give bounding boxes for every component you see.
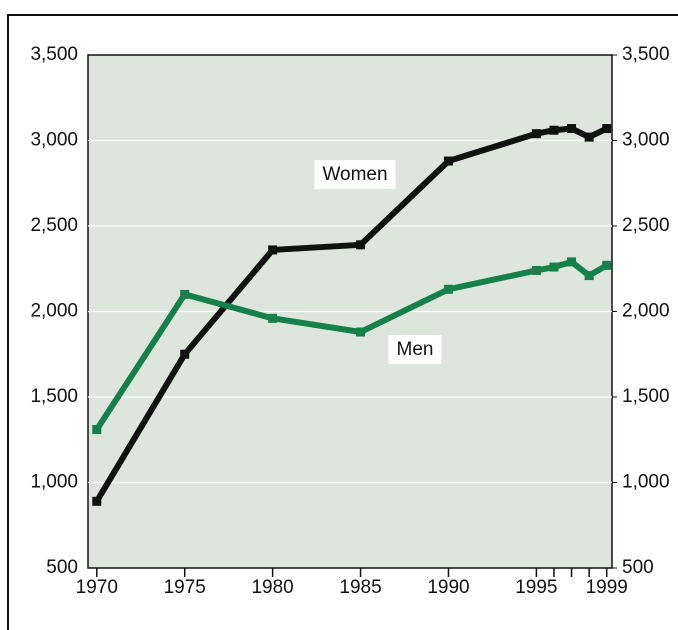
point-marker (356, 240, 366, 250)
point-marker (92, 496, 102, 506)
x-tick-label: 1980 (251, 577, 293, 598)
point-marker (584, 132, 594, 142)
y-tick-label: 2,500 (30, 215, 78, 236)
series-label: Men (397, 339, 434, 360)
point-marker (584, 271, 594, 281)
point-marker (268, 245, 278, 255)
x-tick-label: 1985 (339, 577, 381, 598)
y2-tick-label: 500 (622, 557, 654, 578)
point-marker (443, 284, 453, 294)
frame (7, 14, 678, 630)
y-tick-label: 500 (46, 557, 78, 578)
series-line (94, 125, 609, 503)
y-tick-label: 3,000 (30, 130, 78, 151)
point-marker (531, 265, 541, 275)
series-label: Women (322, 164, 387, 185)
point-marker (549, 262, 559, 272)
point-marker (602, 124, 612, 134)
point-marker (549, 125, 559, 135)
point-marker (443, 156, 453, 166)
point-marker (567, 124, 577, 134)
y2-tick-label: 1,000 (622, 472, 670, 493)
label-box (388, 335, 442, 365)
point-marker (180, 349, 190, 359)
point-marker (531, 129, 541, 139)
y-tick-label: 1,000 (30, 472, 78, 493)
y2-tick-label: 2,000 (622, 301, 670, 322)
point-marker (180, 289, 190, 299)
y2-tick-label: 3,500 (622, 44, 670, 65)
y-tick-label: 3,500 (30, 44, 78, 65)
y-tick-label: 2,000 (30, 301, 78, 322)
y2-tick-label: 2,500 (622, 215, 670, 236)
y-tick-label: 1,500 (30, 386, 78, 407)
point-marker (602, 260, 612, 270)
x-tick-label: 1990 (427, 577, 469, 598)
x-tick-label: 1999 (586, 577, 628, 598)
label-box (314, 160, 396, 190)
point-marker (268, 313, 278, 323)
series-line (94, 258, 609, 432)
x-tick-label: 1995 (515, 577, 557, 598)
point-marker (92, 424, 102, 434)
point-marker (567, 257, 577, 267)
x-tick-label: 1970 (76, 577, 118, 598)
y2-tick-label: 3,000 (622, 130, 670, 151)
point-marker (356, 327, 366, 337)
y2-tick-label: 1,500 (622, 386, 670, 407)
x-tick-label: 1975 (164, 577, 206, 598)
